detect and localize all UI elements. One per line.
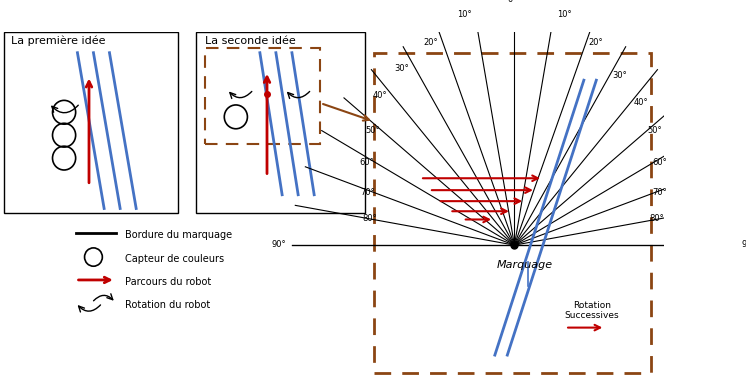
Text: 0°: 0° [508, 0, 517, 4]
Text: La seconde idée: La seconde idée [204, 36, 295, 46]
Text: 90°: 90° [272, 240, 286, 249]
Text: 80°: 80° [650, 214, 664, 223]
Text: Parcours du robot: Parcours du robot [125, 277, 211, 287]
Text: 80°: 80° [363, 214, 377, 223]
Text: 50°: 50° [648, 126, 662, 135]
Text: Bordure du marquage: Bordure du marquage [125, 230, 232, 240]
Text: 40°: 40° [372, 91, 387, 100]
Text: 70°: 70° [652, 188, 667, 197]
Text: Marquage: Marquage [497, 260, 554, 270]
Text: 20°: 20° [424, 38, 438, 47]
Text: 60°: 60° [360, 158, 374, 167]
Text: 90°: 90° [742, 240, 746, 249]
Text: 10°: 10° [457, 10, 471, 19]
Text: 60°: 60° [653, 158, 668, 167]
Text: 40°: 40° [633, 98, 648, 107]
Text: 10°: 10° [557, 10, 572, 19]
Text: 30°: 30° [395, 64, 410, 73]
Text: Rotation du robot: Rotation du robot [125, 300, 210, 310]
Text: Capteur de couleurs: Capteur de couleurs [125, 254, 224, 264]
Text: La première idée: La première idée [10, 35, 105, 46]
Text: 30°: 30° [612, 71, 627, 81]
Text: 20°: 20° [589, 38, 604, 47]
Text: 70°: 70° [360, 188, 375, 197]
Text: Rotation
Successives: Rotation Successives [565, 301, 619, 321]
Text: 50°: 50° [365, 126, 380, 135]
